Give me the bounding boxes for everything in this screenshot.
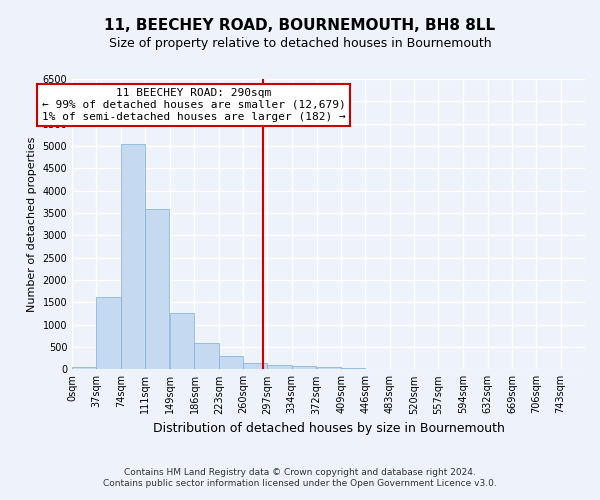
Bar <box>243 362 268 370</box>
X-axis label: Distribution of detached houses by size in Bournemouth: Distribution of detached houses by size … <box>152 422 505 435</box>
Bar <box>72 367 97 370</box>
Text: Size of property relative to detached houses in Bournemouth: Size of property relative to detached ho… <box>109 38 491 51</box>
Bar <box>121 144 145 370</box>
Bar <box>219 356 243 370</box>
Bar <box>317 367 341 370</box>
Text: Contains HM Land Registry data © Crown copyright and database right 2024.
Contai: Contains HM Land Registry data © Crown c… <box>103 468 497 487</box>
Bar <box>292 366 316 370</box>
Bar <box>268 365 292 370</box>
Bar <box>341 368 365 370</box>
Text: 11 BEECHEY ROAD: 290sqm
← 99% of detached houses are smaller (12,679)
1% of semi: 11 BEECHEY ROAD: 290sqm ← 99% of detache… <box>42 88 346 122</box>
Bar <box>170 312 194 370</box>
Y-axis label: Number of detached properties: Number of detached properties <box>27 136 37 312</box>
Bar <box>194 342 219 369</box>
Bar <box>97 297 121 370</box>
Text: 11, BEECHEY ROAD, BOURNEMOUTH, BH8 8LL: 11, BEECHEY ROAD, BOURNEMOUTH, BH8 8LL <box>104 18 496 32</box>
Bar <box>145 210 169 370</box>
